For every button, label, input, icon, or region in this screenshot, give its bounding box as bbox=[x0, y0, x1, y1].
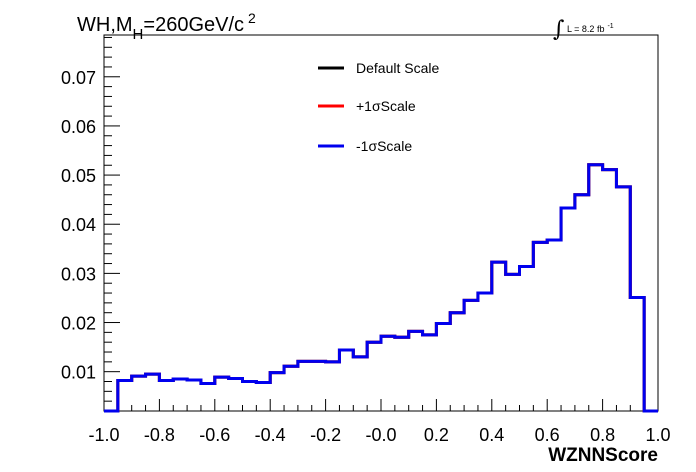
x-tick-label: 0.6 bbox=[535, 425, 560, 445]
title-main: WH,M bbox=[77, 14, 133, 36]
legend-label-plus-1sigma: +1σScale bbox=[356, 98, 416, 114]
y-tick-label: 0.04 bbox=[61, 215, 96, 235]
x-tick-label: 1.0 bbox=[645, 425, 670, 445]
y-tick-label: 0.05 bbox=[61, 166, 96, 186]
chart-title: WH,MH=260GeV/c 2 bbox=[77, 10, 256, 43]
y-tick-labels: 0.01 0.02 0.03 0.04 0.05 0.06 0.07 bbox=[61, 68, 96, 383]
y-tick-label: 0.06 bbox=[61, 117, 96, 137]
x-tick-label: -0.8 bbox=[144, 425, 175, 445]
series-line-2 bbox=[104, 163, 658, 413]
y-tick-label: 0.01 bbox=[61, 363, 96, 383]
series-layer bbox=[104, 163, 658, 413]
x-tick-labels: -1.0 -0.8 -0.6 -0.4 -0.2 -0.0 0.2 0.4 0.6 0.8 1.0 bbox=[88, 425, 670, 445]
lumi-superscript: -1 bbox=[607, 23, 613, 30]
x-tick-label: 0.8 bbox=[590, 425, 615, 445]
legend-label-default-scale: Default Scale bbox=[356, 60, 439, 76]
x-tick-label: -0.6 bbox=[199, 425, 230, 445]
legend: Default Scale +1σScale -1σScale bbox=[318, 60, 439, 154]
axis-ticks bbox=[103, 36, 659, 411]
lumi-label: L = 8.2 fb -1 bbox=[567, 23, 614, 34]
title-superscript: 2 bbox=[248, 10, 256, 26]
y-tick-label: 0.03 bbox=[61, 264, 96, 284]
x-tick-label: -0.2 bbox=[310, 425, 341, 445]
x-tick-label: 0.4 bbox=[479, 425, 504, 445]
y-tick-label: 0.07 bbox=[61, 68, 96, 88]
y-tick-label: 0.02 bbox=[61, 314, 96, 334]
x-tick-label: 0.2 bbox=[424, 425, 449, 445]
legend-label-minus-1sigma: -1σScale bbox=[356, 138, 412, 154]
title-rest: =260GeV/c bbox=[143, 14, 244, 36]
x-tick-label: -1.0 bbox=[88, 425, 119, 445]
x-axis-label: WZNNScore bbox=[548, 445, 658, 466]
lumi-integral: ∫ bbox=[553, 17, 565, 42]
x-tick-label: -0.0 bbox=[365, 425, 396, 445]
x-tick-label: -0.4 bbox=[255, 425, 286, 445]
lumi-text: L = 8.2 fb bbox=[567, 24, 604, 34]
